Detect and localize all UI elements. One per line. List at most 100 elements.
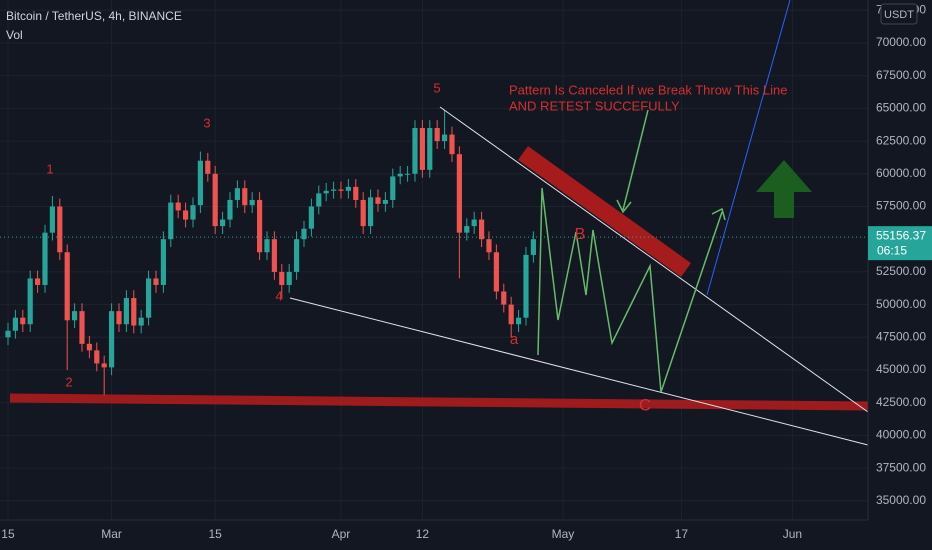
x-tick-label: Apr	[332, 527, 351, 541]
candle-body	[486, 239, 492, 253]
projection-line	[706, 0, 791, 296]
candle-body	[57, 206, 63, 253]
candle-body	[404, 173, 411, 175]
candle-body	[27, 278, 33, 325]
y-tick-label: 52500.00	[876, 264, 926, 278]
pointer-arrow	[622, 109, 649, 211]
drawings	[9, 0, 869, 446]
candle-body	[79, 311, 85, 344]
annotation: 3	[203, 115, 210, 130]
candle-body	[72, 311, 78, 321]
candle-body	[49, 206, 55, 233]
candle-body	[101, 363, 107, 368]
annotation: a	[510, 331, 519, 348]
x-tick-label: May	[552, 527, 575, 541]
time-axis	[0, 520, 932, 550]
candle-body	[145, 278, 152, 318]
candle-body	[182, 210, 189, 220]
y-tick-label: 47500.00	[876, 329, 926, 343]
candle-body	[64, 252, 70, 321]
candle-body	[264, 239, 270, 253]
annotation: 4	[275, 288, 282, 303]
x-tick-label: 12	[416, 527, 430, 541]
y-tick-label: 37500.00	[876, 460, 926, 474]
subtitle: Vol	[6, 28, 23, 42]
support-band	[9, 393, 869, 411]
candle-body	[138, 317, 144, 326]
y-tick-label: 70000.00	[876, 35, 926, 49]
upper-trendline	[439, 106, 869, 413]
candle-body	[94, 350, 100, 364]
candle-body	[108, 311, 115, 368]
candle-body	[397, 173, 403, 177]
y-tick-label: 57500.00	[876, 199, 926, 213]
candle-body	[441, 134, 448, 142]
candle-body	[360, 199, 366, 227]
candle-body	[86, 343, 92, 351]
candle-body	[190, 205, 196, 220]
y-tick-label: 60000.00	[876, 166, 926, 180]
candle-body	[456, 154, 462, 233]
candle-body	[382, 199, 388, 204]
candle-body	[353, 186, 359, 200]
candle-body	[153, 278, 159, 285]
candle-body	[5, 330, 11, 338]
candle-body	[345, 186, 351, 191]
x-tick-label: 15	[1, 527, 15, 541]
y-tick-label: 50000.00	[876, 297, 926, 311]
candles	[5, 109, 536, 397]
candle-body	[308, 206, 314, 229]
candle-body	[515, 317, 522, 325]
candle-body	[301, 228, 307, 240]
candle-body	[493, 252, 499, 292]
x-tick-label: Jun	[783, 527, 802, 541]
resistance-band	[518, 146, 691, 277]
y-tick-label: 65000.00	[876, 101, 926, 115]
x-tick-label: 17	[675, 527, 689, 541]
candle-body	[242, 188, 248, 206]
candle-body	[419, 128, 425, 170]
candle-body	[249, 199, 255, 206]
candle-body	[523, 254, 529, 318]
candle-body	[338, 189, 344, 191]
candle-body	[12, 317, 18, 331]
candle-body	[316, 193, 322, 207]
wave-path	[537, 187, 723, 393]
currency: USDT	[884, 9, 914, 21]
candle-body	[42, 232, 48, 285]
annotation: 1	[46, 161, 53, 176]
candle-body	[256, 199, 263, 253]
candle-body	[35, 278, 41, 285]
x-tick-label: 15	[209, 527, 223, 541]
candle-body	[131, 298, 137, 326]
candle-body	[508, 304, 514, 325]
candle-body	[116, 311, 122, 325]
candle-body	[427, 128, 433, 170]
candle-body	[123, 298, 129, 325]
candle-body	[530, 239, 536, 255]
pointer-arrowhead	[616, 199, 632, 214]
candle-body	[323, 190, 329, 194]
wave-arrowhead	[711, 207, 726, 221]
currency-badge	[880, 3, 918, 25]
y-tick-label: 67500.00	[876, 68, 926, 82]
countdown: 06:15	[877, 243, 907, 257]
candle-body	[330, 189, 337, 191]
candle-body	[375, 197, 381, 204]
annotation: 2	[65, 374, 72, 389]
candle-body	[279, 271, 285, 285]
candle-body	[234, 188, 240, 200]
title: Bitcoin / TetherUS, 4h, BINANCE	[6, 9, 182, 23]
candle-body	[464, 226, 470, 233]
candle-body	[434, 128, 440, 142]
y-tick-label: 45000.00	[876, 362, 926, 376]
candle-body	[478, 219, 485, 240]
candle-body	[197, 160, 203, 206]
candle-body	[412, 128, 418, 174]
candle-body	[227, 199, 233, 220]
annotation: Pattern Is Canceled If we Break Throw Th…	[509, 82, 787, 97]
up-arrow	[756, 160, 812, 218]
